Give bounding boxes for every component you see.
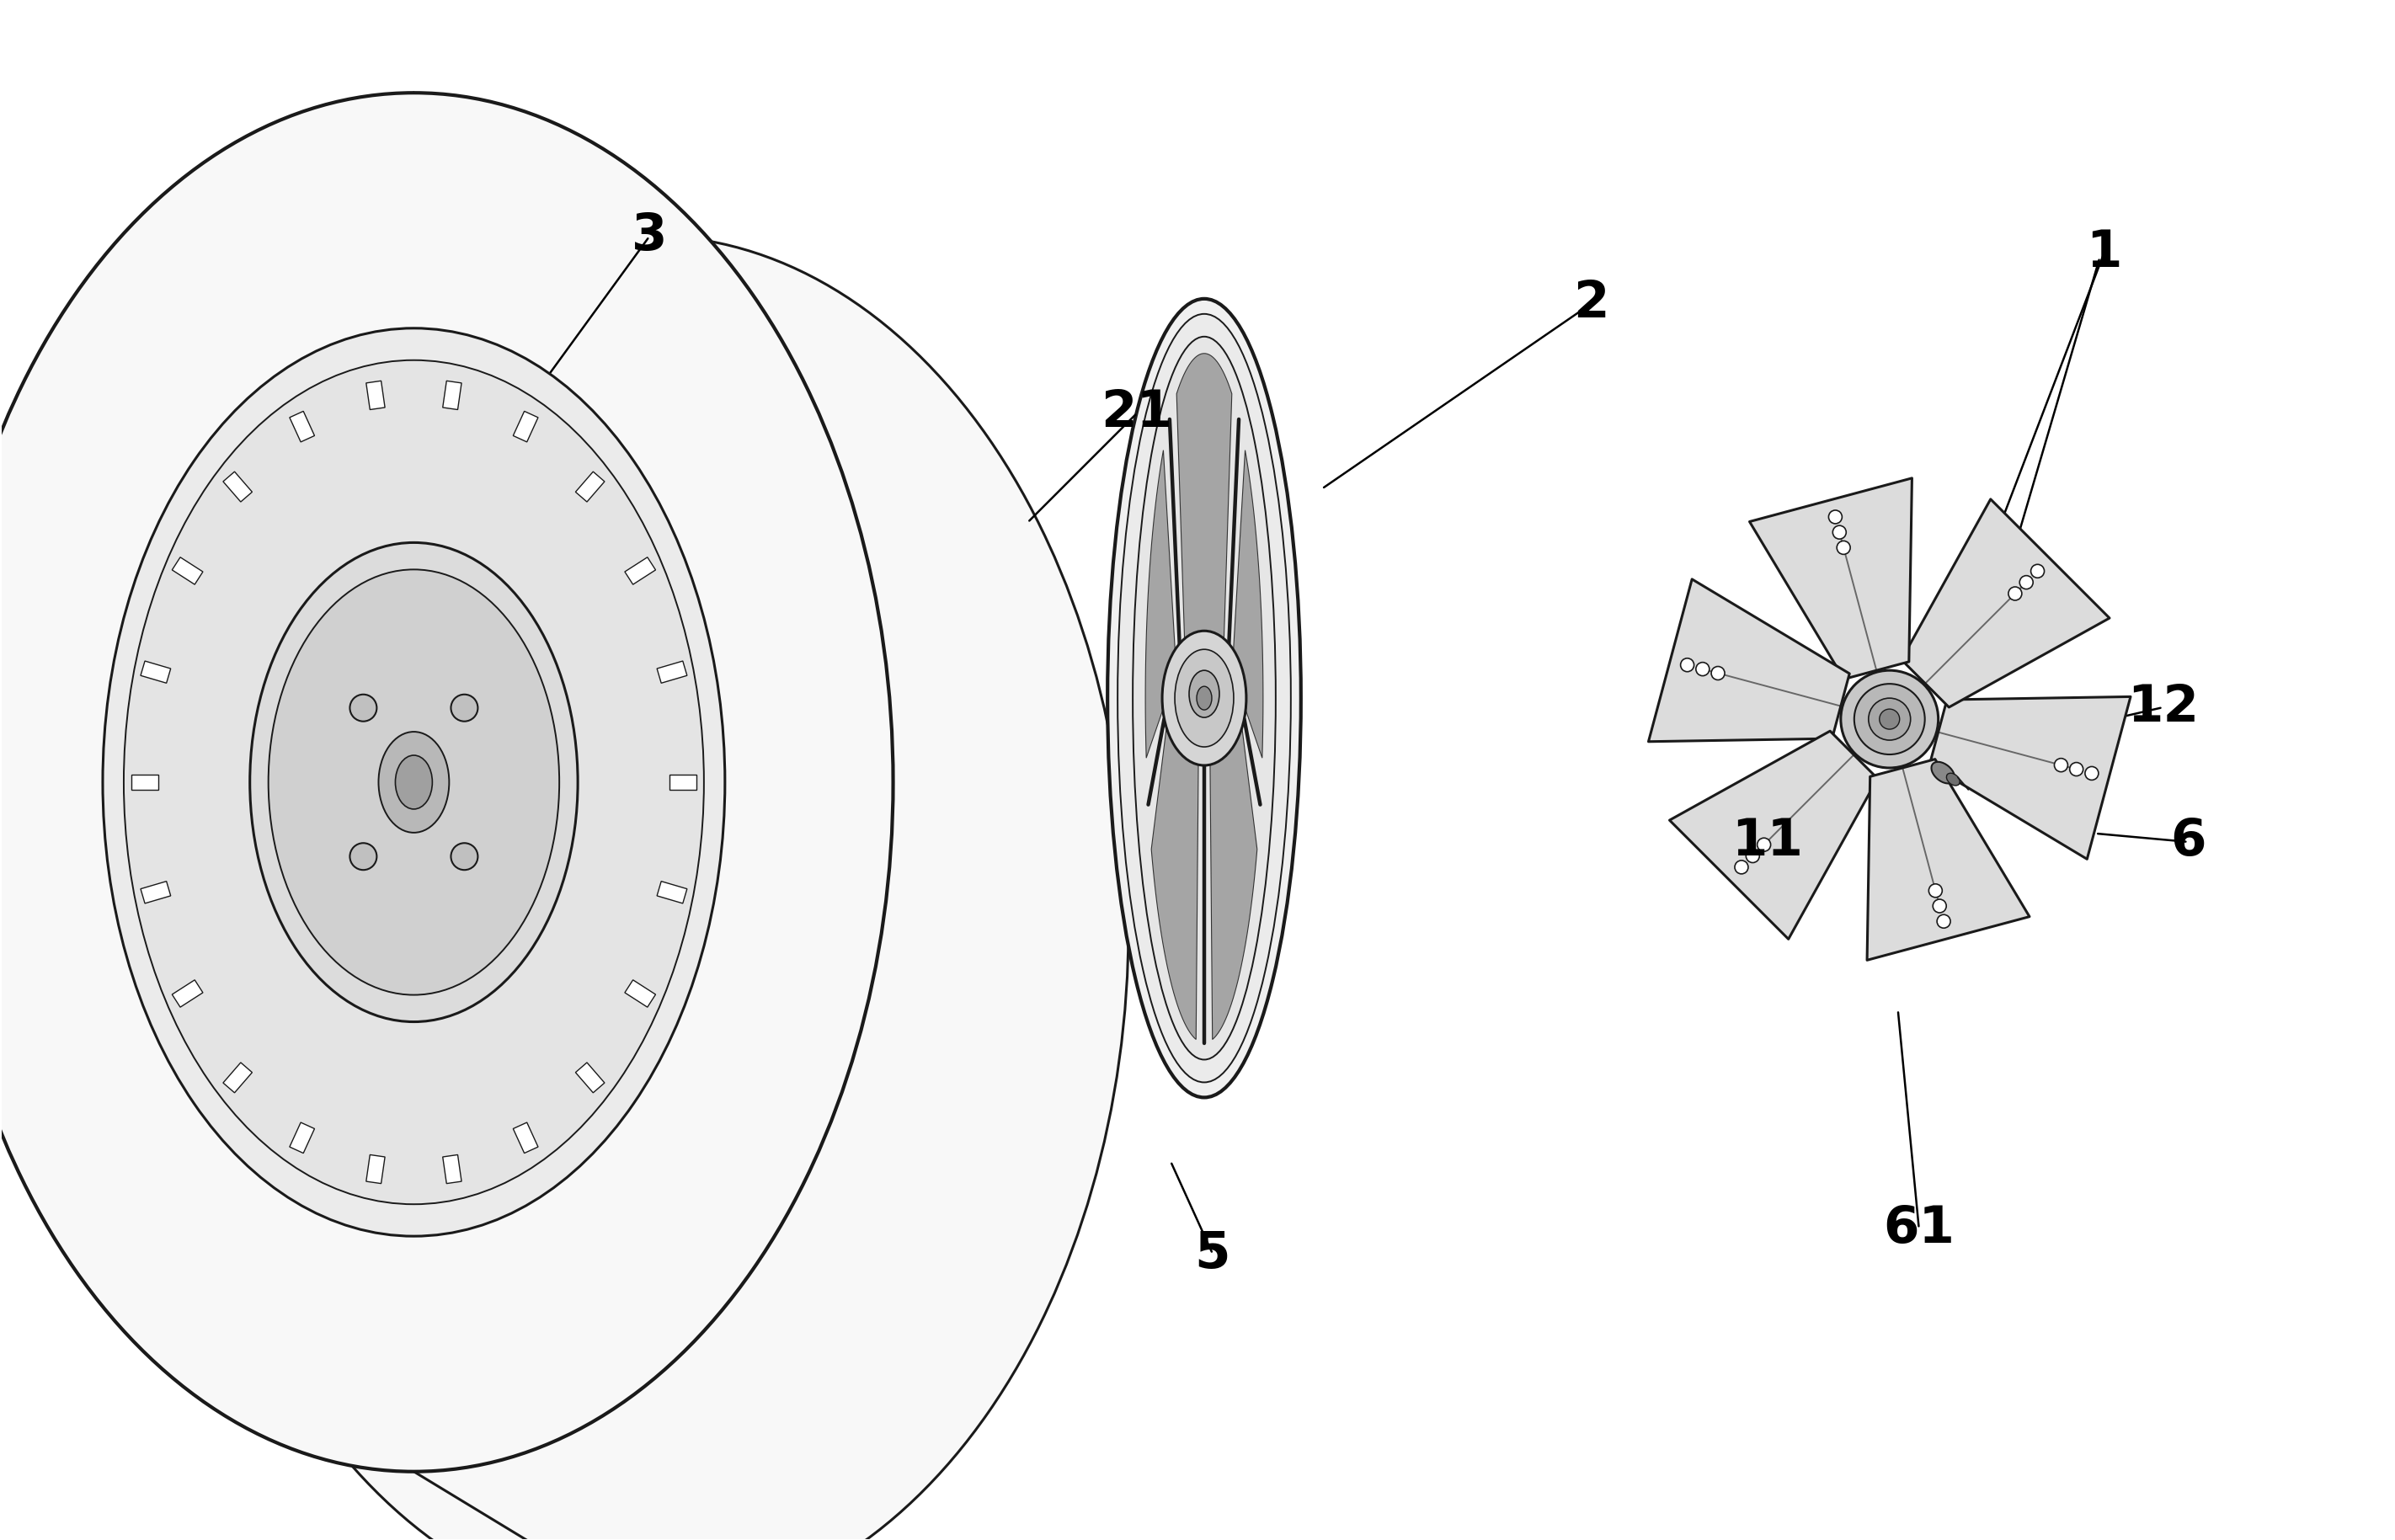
Ellipse shape (350, 842, 376, 870)
Polygon shape (1233, 450, 1262, 758)
Ellipse shape (450, 842, 479, 870)
Ellipse shape (1930, 762, 1954, 784)
Text: 1: 1 (2086, 228, 2122, 279)
Polygon shape (1868, 759, 2029, 959)
Ellipse shape (1758, 838, 1770, 852)
Ellipse shape (1188, 670, 1219, 718)
Polygon shape (1145, 450, 1176, 758)
Ellipse shape (1832, 525, 1847, 539)
Polygon shape (656, 661, 687, 684)
Polygon shape (1748, 477, 1911, 679)
Polygon shape (1669, 732, 1878, 939)
Ellipse shape (350, 695, 376, 721)
Polygon shape (223, 1063, 251, 1093)
Ellipse shape (1938, 915, 1950, 929)
Ellipse shape (1118, 314, 1291, 1083)
Ellipse shape (1928, 884, 1942, 898)
Ellipse shape (395, 755, 433, 809)
Polygon shape (1176, 354, 1231, 639)
Ellipse shape (1162, 631, 1245, 765)
Text: 12: 12 (2127, 682, 2199, 731)
Ellipse shape (1106, 299, 1300, 1098)
Polygon shape (443, 1155, 462, 1184)
Ellipse shape (1712, 667, 1724, 679)
Polygon shape (132, 775, 158, 790)
Ellipse shape (2069, 762, 2084, 776)
Polygon shape (513, 1123, 539, 1153)
Text: 61: 61 (1882, 1204, 1954, 1254)
Polygon shape (1902, 499, 2110, 707)
Ellipse shape (1681, 658, 1693, 671)
Ellipse shape (2086, 767, 2098, 781)
Ellipse shape (1868, 698, 1911, 741)
Ellipse shape (1746, 849, 1760, 862)
Polygon shape (141, 661, 170, 684)
Ellipse shape (249, 542, 577, 1023)
Ellipse shape (1854, 684, 1926, 755)
Ellipse shape (1947, 773, 1959, 785)
Ellipse shape (0, 92, 893, 1472)
Polygon shape (172, 979, 204, 1007)
Ellipse shape (2009, 587, 2021, 601)
Ellipse shape (1842, 670, 1938, 768)
Polygon shape (625, 557, 656, 585)
Text: 11: 11 (1732, 818, 1803, 867)
Ellipse shape (1880, 708, 1899, 730)
Ellipse shape (170, 236, 1128, 1540)
Text: 3: 3 (632, 211, 668, 262)
Polygon shape (1152, 727, 1198, 1040)
Ellipse shape (1133, 337, 1277, 1060)
Ellipse shape (2019, 576, 2033, 590)
Polygon shape (671, 775, 697, 790)
Polygon shape (513, 411, 539, 442)
Polygon shape (575, 1063, 604, 1093)
Polygon shape (1930, 696, 2132, 859)
Text: 6: 6 (2170, 818, 2206, 867)
Polygon shape (172, 557, 204, 585)
Polygon shape (366, 380, 386, 410)
Polygon shape (223, 471, 251, 502)
Polygon shape (290, 411, 314, 442)
Polygon shape (1648, 579, 1849, 742)
Ellipse shape (1198, 687, 1212, 710)
Ellipse shape (125, 360, 704, 1204)
Ellipse shape (2031, 564, 2045, 578)
Ellipse shape (1933, 899, 1947, 913)
Polygon shape (1209, 727, 1257, 1040)
Polygon shape (443, 380, 462, 410)
Text: 2: 2 (1574, 279, 1609, 328)
Ellipse shape (1696, 662, 1710, 676)
Ellipse shape (103, 328, 726, 1237)
Polygon shape (656, 881, 687, 904)
Ellipse shape (268, 570, 560, 995)
Polygon shape (290, 1123, 314, 1153)
Ellipse shape (378, 732, 450, 833)
Polygon shape (141, 881, 170, 904)
Polygon shape (625, 979, 656, 1007)
Polygon shape (366, 1155, 386, 1184)
Ellipse shape (450, 695, 479, 721)
Ellipse shape (1830, 510, 1842, 524)
Ellipse shape (2055, 758, 2067, 772)
Text: 21: 21 (1102, 388, 1174, 437)
Polygon shape (575, 471, 604, 502)
Ellipse shape (1837, 541, 1851, 554)
Text: 5: 5 (1195, 1229, 1231, 1278)
Ellipse shape (1734, 861, 1748, 873)
Ellipse shape (1176, 650, 1233, 747)
